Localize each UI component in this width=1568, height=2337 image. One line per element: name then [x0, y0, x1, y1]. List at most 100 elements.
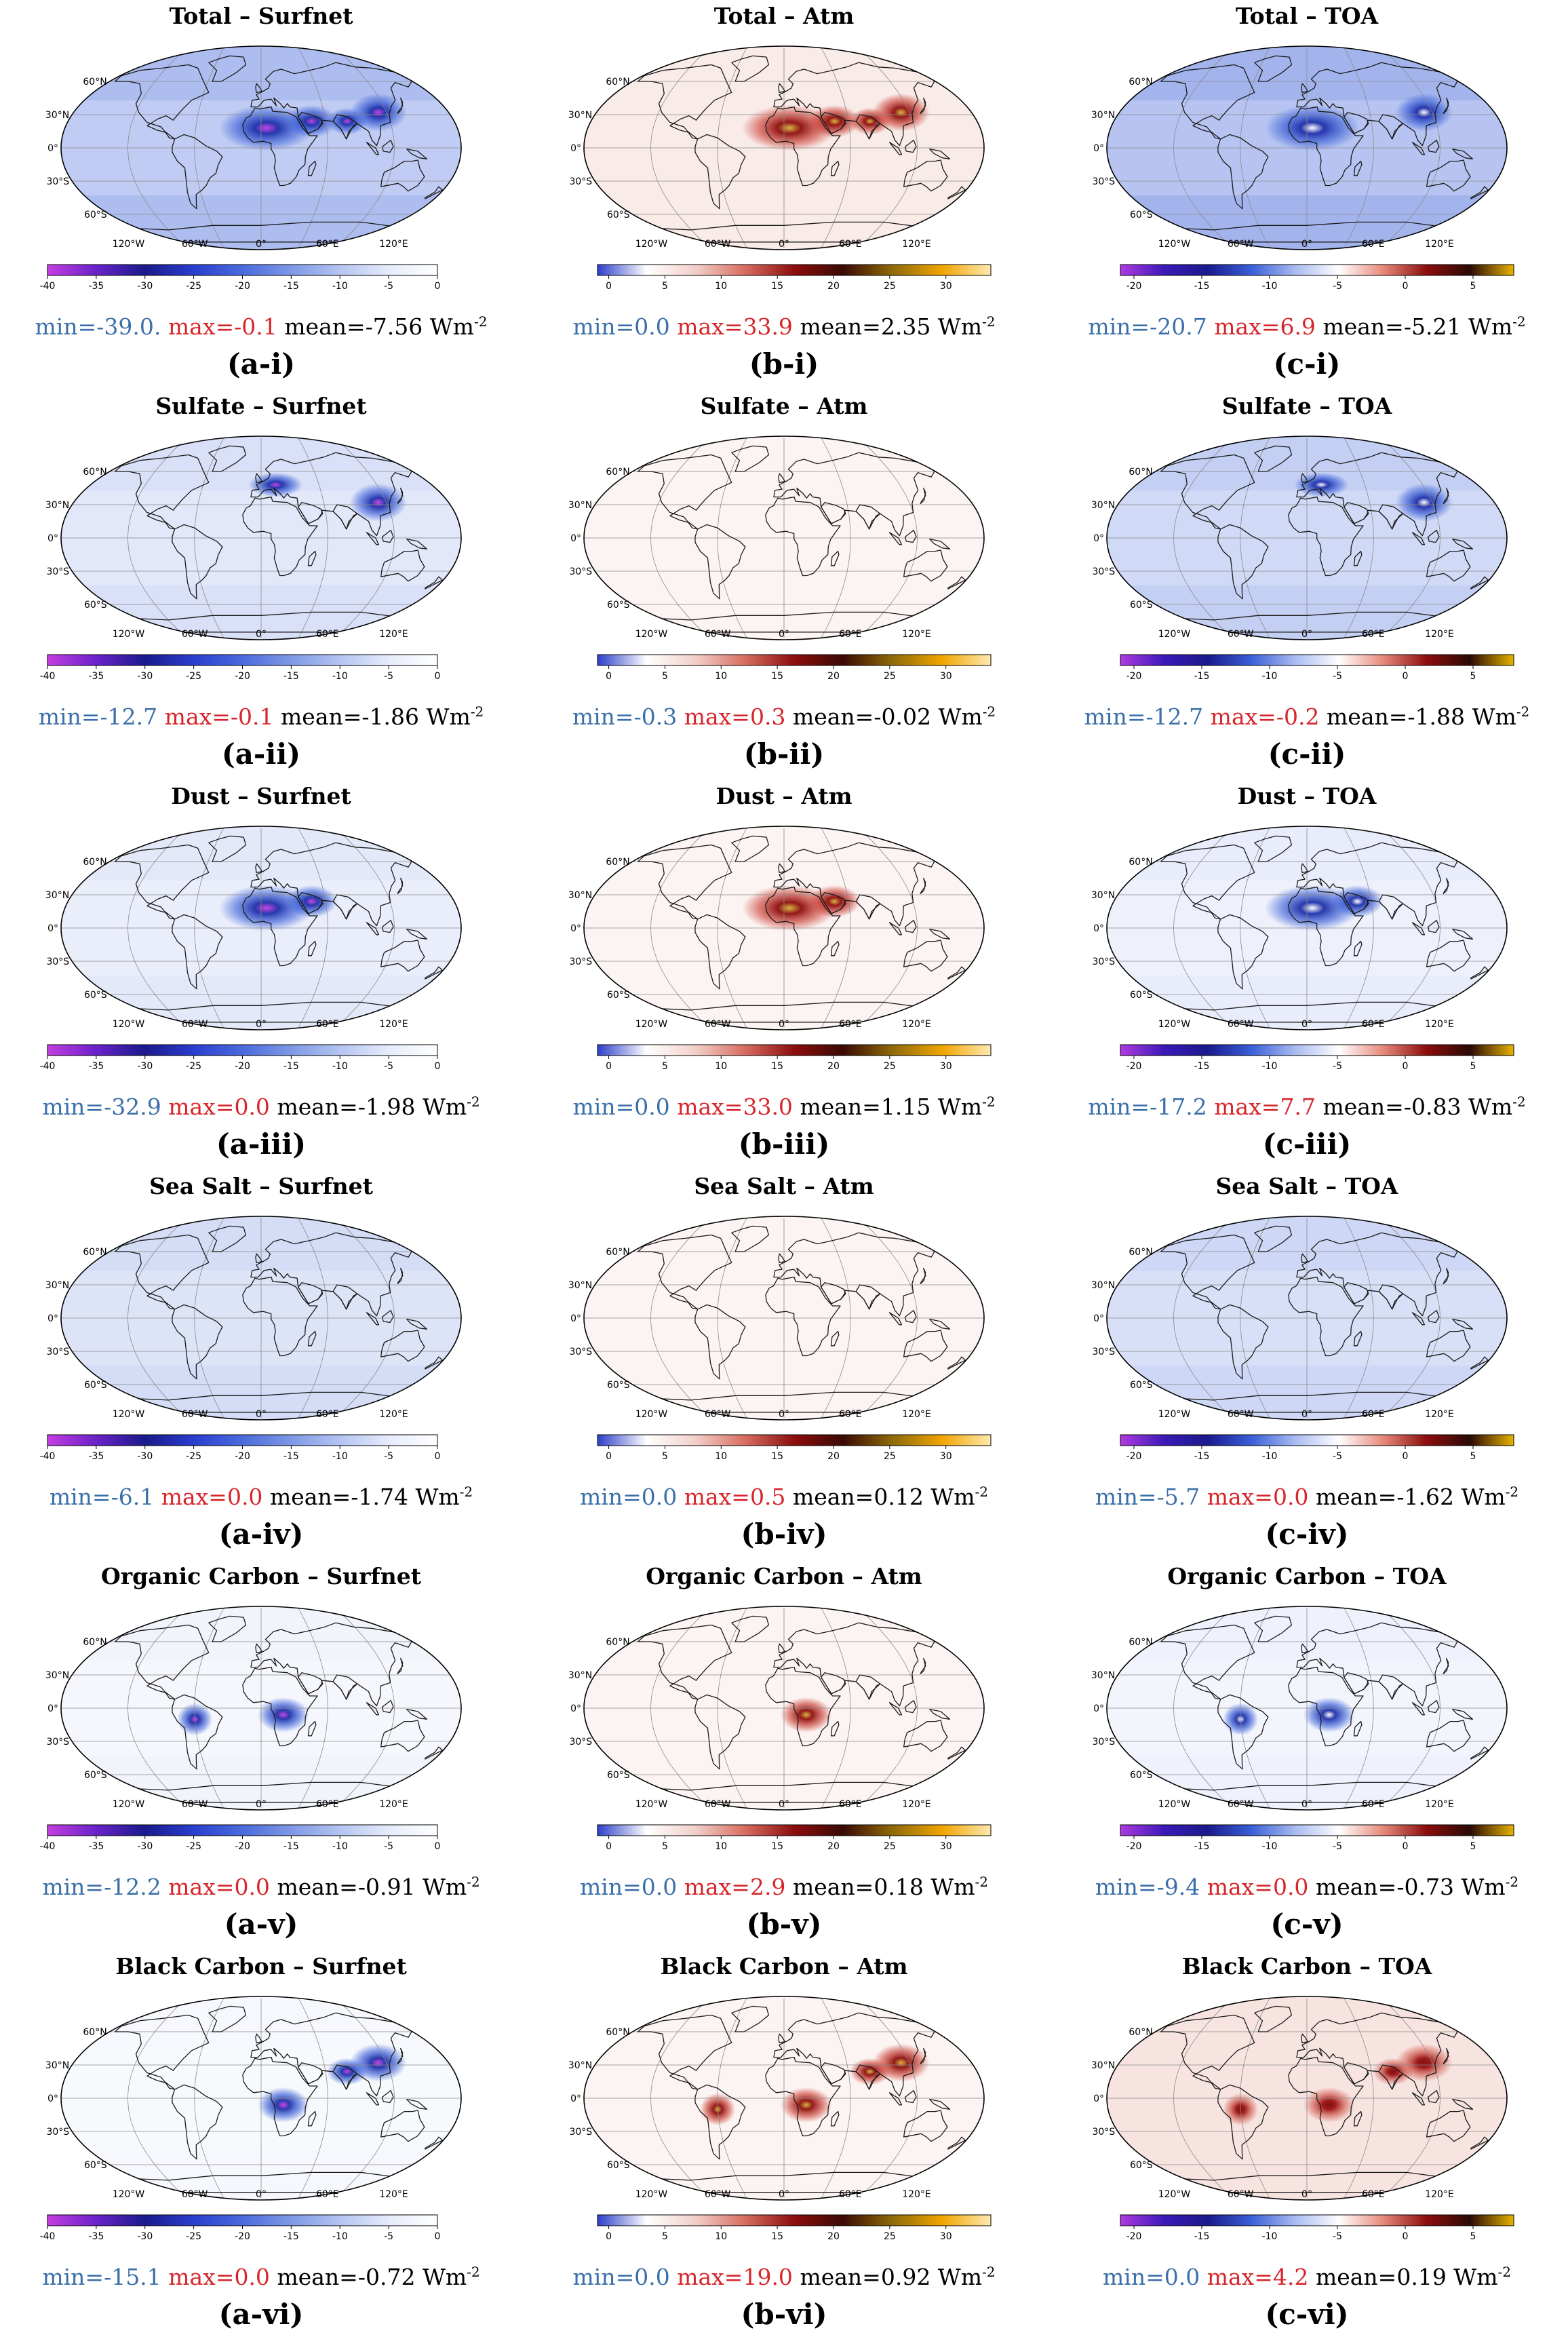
map-border: [1106, 826, 1508, 1030]
coastline: [1160, 454, 1255, 530]
coastline: [1411, 532, 1426, 545]
colorbar-gradient: [47, 1044, 438, 1056]
lon-tick-label: 60°E: [316, 239, 339, 250]
graticule-lon: [1173, 1608, 1232, 1809]
colorbar-tick-label: 30: [940, 671, 952, 682]
graticule-lon: [1344, 1998, 1374, 2199]
colorbar-tick-label: 10: [715, 281, 727, 292]
lon-tick-label: 0°: [1301, 1409, 1312, 1420]
coastline: [947, 1746, 966, 1760]
lat-tick-label: 30°N: [45, 890, 69, 901]
lon-tick-label: 120°E: [902, 1799, 931, 1810]
colorbar-tick-label: 5: [1470, 1061, 1476, 1072]
coastline: [904, 139, 917, 153]
lon-tick-label: 120°E: [379, 1799, 408, 1810]
coastline: [425, 1356, 444, 1370]
lon-tick-label: 60°E: [1362, 1019, 1385, 1030]
colorbar-tick-label: -15: [283, 671, 299, 682]
colorbar: -20 -15 -10 -5 0 5: [1120, 1434, 1514, 1462]
coastline: [406, 928, 428, 940]
colorbar-tick-label: -10: [1262, 1451, 1278, 1462]
stat-mean: mean=0.18 Wm: [792, 1874, 975, 1900]
unit-exponent: -2: [1512, 1094, 1526, 1110]
lat-tick-label: 0°: [570, 1703, 581, 1714]
coastline: [830, 2110, 840, 2127]
stat-mean: mean=-1.88 Wm: [1327, 703, 1516, 730]
colorbar-tick-label: -10: [1262, 1841, 1278, 1852]
lat-tick-label: 0°: [47, 2093, 58, 2104]
map-border: [1106, 1996, 1508, 2201]
panel-label: (b-ii): [743, 737, 825, 771]
stat-max: max=-0.1: [168, 313, 277, 340]
stats-line: min=-6.1 max=0.0 mean=-1.74 Wm-2: [0, 1484, 522, 1510]
lat-tick-label: 60°N: [83, 77, 106, 88]
lat-tick-label: 30°N: [568, 110, 592, 121]
lon-tick-label: 60°W: [1228, 1799, 1254, 1810]
coastline: [307, 1720, 317, 1737]
lat-tick-label: 60°N: [83, 1247, 106, 1258]
lat-tick-label: 30°N: [45, 1280, 69, 1291]
graticule-lon: [717, 828, 747, 1028]
coastline: [855, 2064, 881, 2090]
coastline: [172, 2084, 223, 2160]
coastline: [765, 886, 841, 967]
coastline: [904, 1699, 917, 1714]
coastline: [366, 532, 380, 545]
colorbar-tick-label: 5: [662, 1451, 668, 1462]
coastline: [1296, 1622, 1458, 1707]
stat-mean: mean=0.92 Wm: [800, 2264, 983, 2290]
colorbar-tick-label: -35: [88, 1061, 104, 1072]
stat-min: min=-20.7: [1088, 313, 1207, 340]
panel-label: (a-v): [224, 1908, 298, 1941]
panel-title: Organic Carbon – TOA: [1167, 1563, 1447, 1589]
colorbar-tick-label: -15: [1194, 2231, 1210, 2242]
colorbar-tick-label: -25: [186, 1061, 201, 1072]
coastline: [1217, 524, 1269, 600]
coastline: [332, 504, 358, 530]
coastline: [118, 1781, 404, 1803]
graticule-lon: [821, 828, 851, 1028]
coastline: [903, 159, 948, 192]
lat-tick-label: 60°N: [83, 467, 106, 478]
lat-tick-label: 60°N: [83, 1637, 106, 1648]
coastline: [298, 1282, 324, 1305]
colorbar-tick-label: -30: [137, 281, 153, 292]
colorbar-gradient: [1120, 264, 1514, 276]
coastline: [1296, 1232, 1458, 1317]
colorbar-tick-label: -10: [332, 1451, 348, 1462]
colorbar-tick-label: 30: [940, 2231, 952, 2242]
lat-tick-label: 30°N: [568, 1670, 592, 1681]
coastline: [888, 142, 903, 155]
lat-tick-label: 30°S: [569, 176, 592, 187]
stat-max: max=0.5: [684, 1484, 786, 1510]
lon-tick-label: 0°: [256, 2189, 267, 2200]
coastline: [1353, 550, 1363, 566]
coastline: [1301, 1253, 1309, 1263]
hotspot-eastasia: [1395, 93, 1453, 132]
stat-max: max=4.2: [1207, 2264, 1309, 2290]
coastline: [397, 877, 404, 895]
colorbar-tick-label: -10: [1262, 281, 1278, 292]
colorbar-tick-label: -25: [186, 1841, 201, 1852]
lat-tick-label: 60°S: [84, 990, 107, 1001]
coastline: [1217, 134, 1269, 210]
lon-tick-label: 120°E: [1425, 1799, 1454, 1810]
coastline: [1344, 892, 1369, 914]
unit-exponent: -2: [975, 1874, 988, 1890]
coastline: [1160, 64, 1255, 140]
colorbar-tick-label: -15: [1194, 281, 1210, 292]
lon-tick-label: 120°E: [902, 629, 931, 640]
stat-mean: mean=-0.02 Wm: [792, 703, 983, 730]
colorbar: -40 -35 -30 -25 -20 -15 -10 -5 0: [40, 1824, 440, 1852]
panel-a-i: Total – Surfnet 60°N 30°N 0° 30°S 60°S 120°W 60…: [0, 0, 522, 387]
stat-min: min=-17.2: [1088, 1094, 1207, 1120]
lat-tick-label: 30°S: [46, 176, 69, 187]
colorbar-tick-label: -20: [1126, 1841, 1142, 1852]
stats-line: min=-12.7 max=-0.1 mean=-1.86 Wm-2: [0, 703, 522, 730]
panel-c-ii: Sulfate – TOA 60°N 30°N 0° 30°S 60°S 120°W 60°W…: [1046, 390, 1568, 777]
coastline: [821, 112, 846, 134]
stat-mean: mean=-0.91 Wm: [277, 1874, 467, 1900]
coastline: [397, 97, 404, 115]
colorbar-tick-label: 25: [884, 1841, 896, 1852]
panel-b-ii: Sulfate – Atm 60°N 30°N 0° 30°S 60°S 120°W 60°W…: [523, 390, 1045, 777]
